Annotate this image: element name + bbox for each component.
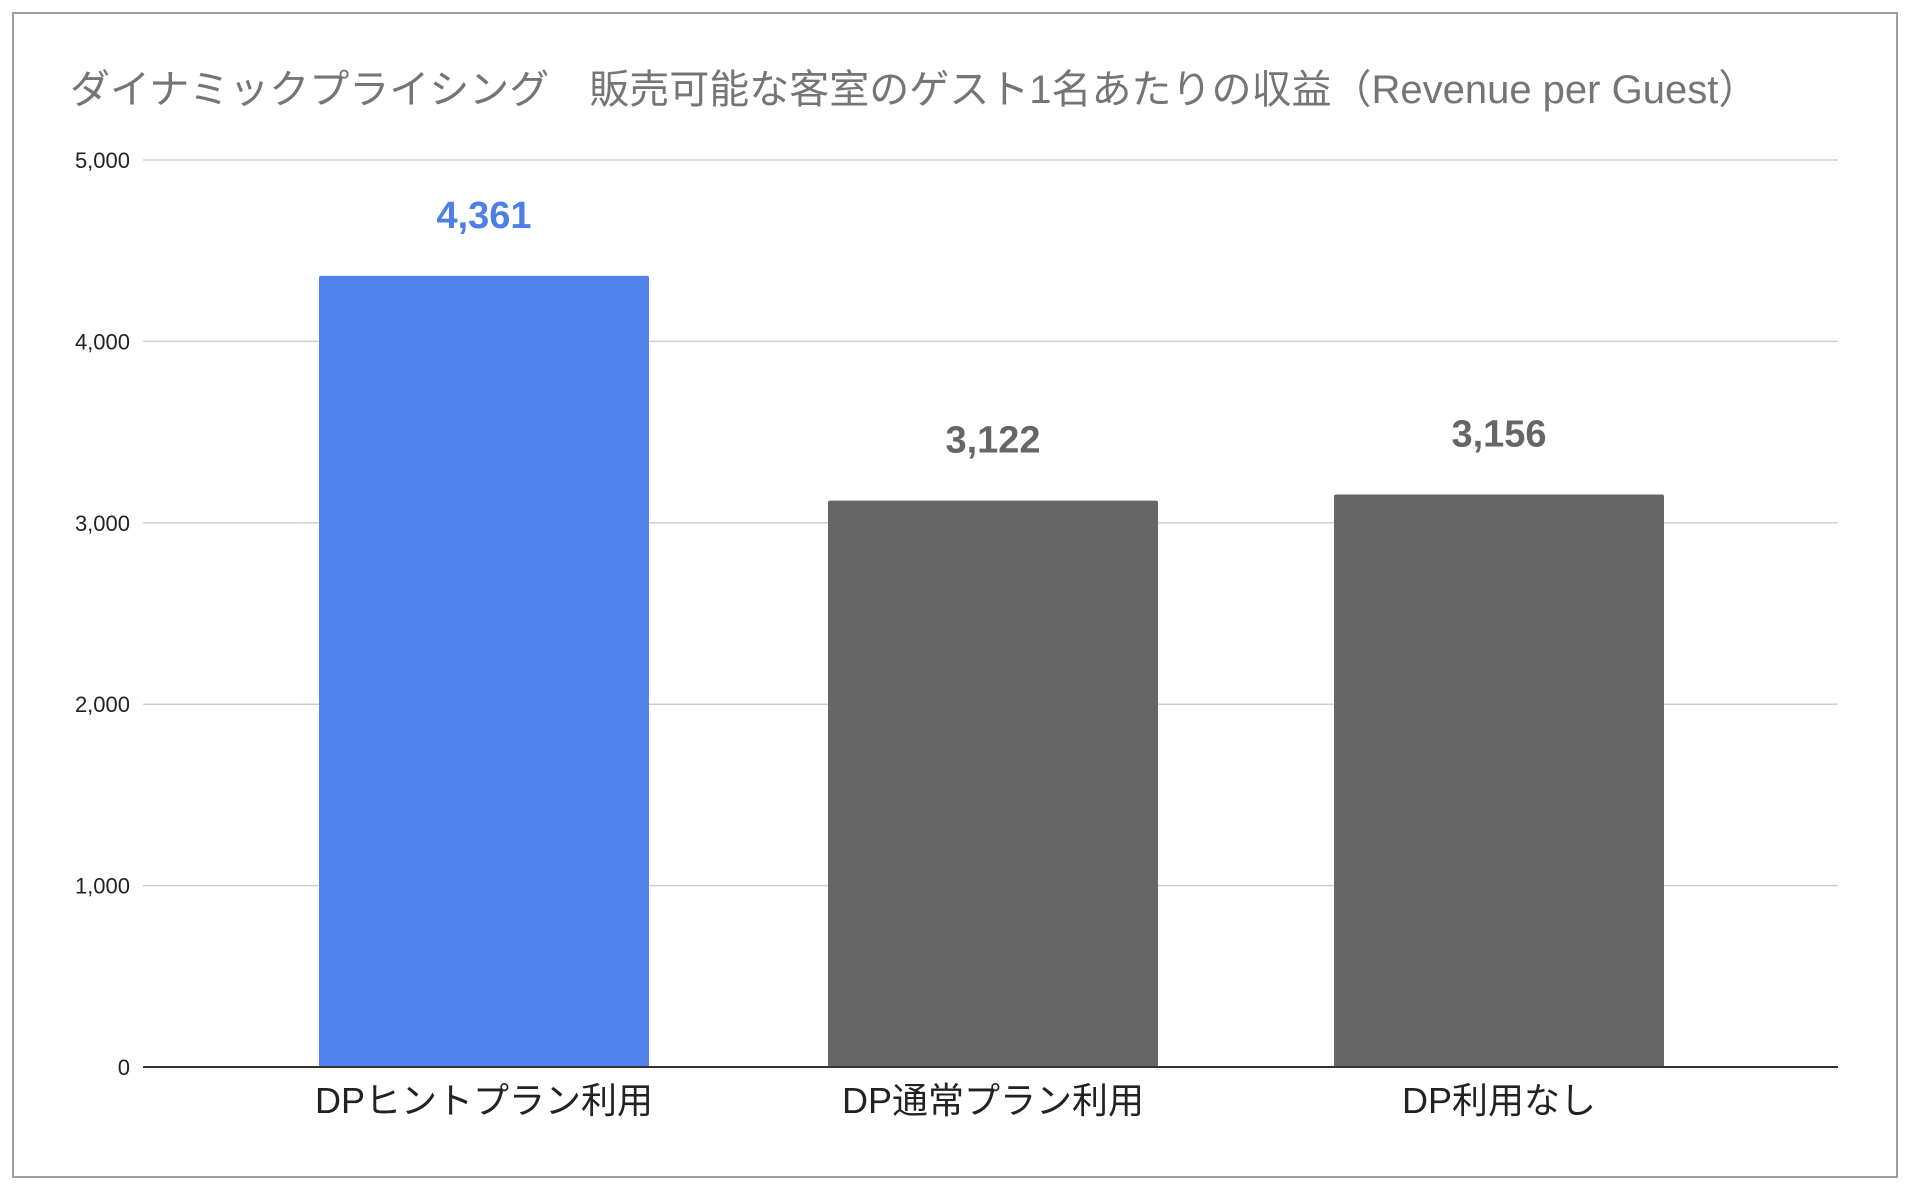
data-label: 3,122: [945, 420, 1040, 462]
chart-title: ダイナミックプライシング 販売可能な客室のゲスト1名あたりの収益（Revenue…: [70, 68, 1758, 112]
y-tick-label: 5,000: [75, 148, 130, 173]
bar: [319, 275, 649, 1067]
data-labels: 4,361 3,122 3,156: [436, 195, 1546, 462]
x-category-label: DPヒントプラン利用: [315, 1080, 653, 1121]
x-axis-categories: DPヒントプラン利用 DP通常プラン利用 DP利用なし: [315, 1080, 1596, 1121]
bar: [828, 500, 1158, 1067]
y-axis-ticks: 0 1,000 2,000 3,000 4,000 5,000: [75, 148, 130, 1080]
bars: [319, 275, 1664, 1067]
y-tick-label: 4,000: [75, 329, 130, 354]
x-category-label: DP利用なし: [1402, 1080, 1596, 1121]
y-tick-label: 3,000: [75, 511, 130, 536]
x-category-label: DP通常プラン利用: [842, 1080, 1144, 1121]
y-tick-label: 2,000: [75, 692, 130, 717]
y-tick-label: 0: [118, 1055, 130, 1080]
bar: [1334, 494, 1664, 1067]
y-tick-label: 1,000: [75, 874, 130, 899]
data-label: 3,156: [1451, 414, 1546, 456]
data-label: 4,361: [436, 195, 531, 237]
